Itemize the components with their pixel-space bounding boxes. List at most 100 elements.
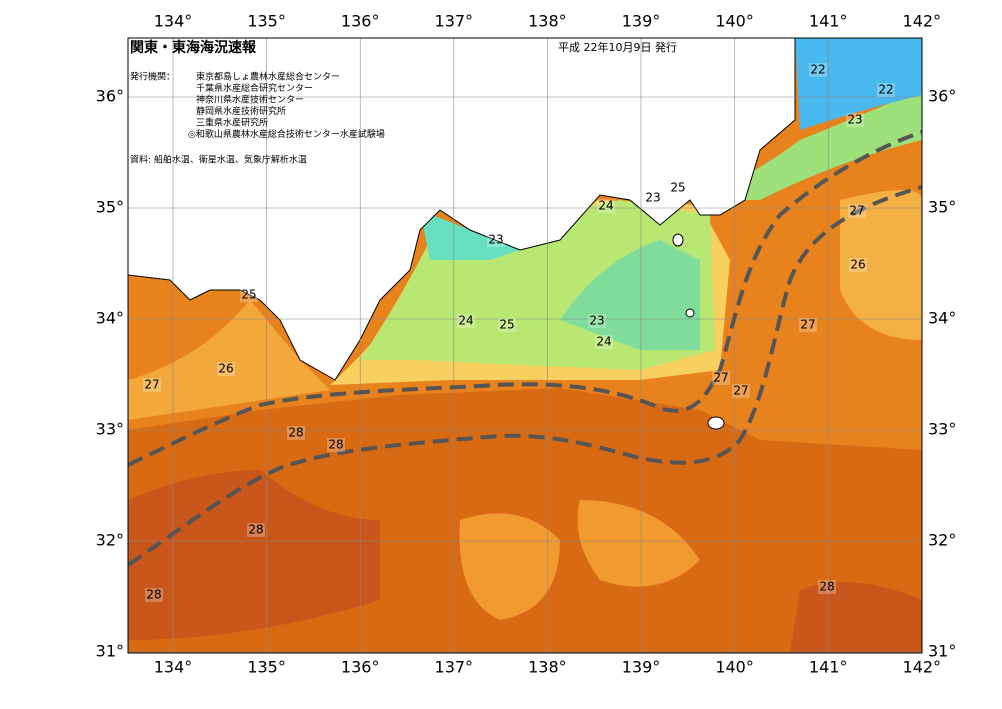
contour-label: 27 [849,204,864,218]
longitude-label: 141° [809,12,848,31]
contour-label-bg [457,314,475,328]
latitude-label: 33° [96,420,124,439]
title: 関東・東海海況速報 [130,39,257,56]
agency: 東京都島しょ農林水産総合センター [196,71,340,83]
contour-label: 25 [670,181,685,195]
longitude-label: 140° [715,12,754,31]
cool-patch [840,190,922,340]
contour-label: 28 [248,523,263,537]
contour-label: 28 [819,580,834,594]
ocean [128,38,922,653]
latitude-label: 34° [928,309,956,328]
land [128,38,796,381]
longitude-label: 134° [154,658,193,677]
contour-label-bg [595,335,613,349]
contour-label-bg [669,181,687,195]
contour-label-bg [247,523,265,537]
map-frame [127,37,923,654]
longitude-label: 137° [435,12,474,31]
cool-patch [459,513,560,620]
kuroshio-axis [128,185,922,567]
contour-label-bg [818,580,836,594]
agency: 千葉県水産総合研究センター [196,82,313,94]
contour-label-bg [217,362,235,376]
contour-label-bg [143,378,161,392]
longitude-label: 140° [715,658,754,677]
contour-label-bg [846,113,864,127]
contour-label: 22 [878,83,893,97]
longitude-label: 135° [247,12,286,31]
contour-label: 23 [589,314,604,328]
cold-zone [560,240,700,350]
latitude-label: 34° [96,309,124,328]
contour-label: 28 [288,426,303,440]
contour-label-bg [240,288,258,302]
latitude-label: 31° [96,642,124,661]
contour-label-bg [327,438,345,452]
contour-label: 23 [488,233,503,247]
contour-label-bg [732,384,750,398]
longitude-label: 137° [435,658,474,677]
longitude-label: 138° [528,12,567,31]
agency: 三重県水産研究所 [196,117,268,129]
latitude-label: 35° [928,198,956,217]
contour-label: 28 [146,588,161,602]
island [672,233,684,247]
contour-label-bg [877,83,895,97]
cold-zone [795,38,922,130]
contour-label: 22 [810,63,825,77]
kuroshio-axis [128,130,922,467]
contour-label-bg [849,258,867,272]
contour-label: 27 [713,371,728,385]
contour-label: 26 [218,362,233,376]
contour-label: 25 [499,318,514,332]
contour-label: 28 [328,438,343,452]
agency: 神奈川県水産技術センター [196,94,304,106]
contour-label-bg [145,588,163,602]
latitude-label: 36° [928,87,956,106]
contour-label: 27 [144,378,159,392]
cold-zone [700,90,922,200]
labels: 東京都島しょ農林水産総合センター千葉県水産総合研究センター神奈川県水産技術センタ… [96,12,957,677]
warm-core [790,582,922,653]
contour-label-bg [809,63,827,77]
longitude-label: 139° [622,12,661,31]
contour-label-bg [597,199,615,213]
publisher-label: 発行機関： [130,71,175,83]
contour-label: 23 [847,113,862,127]
longitude-label: 139° [622,658,661,677]
longitude-label: 141° [809,658,848,677]
latitude-label: 33° [928,420,956,439]
contour-label-bg [644,191,662,205]
contour-label: 23 [645,191,660,205]
contour-label: 26 [850,258,865,272]
longitude-label: 134° [154,12,193,31]
longitude-label: 136° [341,12,380,31]
cold-zone [420,210,520,260]
longitude-label: 135° [247,658,286,677]
contour-label: 24 [458,314,473,328]
cool-patch [577,500,700,587]
latitude-label: 35° [96,198,124,217]
longitude-label: 142° [903,12,942,31]
data-source: 資料: 船舶水温、衛星水温、気象庁解析水温 [130,154,307,166]
agency: ◎和歌山県農林水産総合技術センター水産試験場 [188,128,385,140]
contour-label-bg [712,371,730,385]
contour-label: 25 [241,288,256,302]
warm-core [128,470,380,640]
contour-label-bg [848,204,866,218]
contour-label-bg [498,318,516,332]
island [707,416,725,430]
agency: 静岡県水産技術研究所 [196,105,286,117]
contour-label: 24 [596,335,611,349]
contour-label: 24 [598,199,613,213]
latitude-label: 32° [96,531,124,550]
contour-label: 27 [800,318,815,332]
longitude-label: 136° [341,658,380,677]
contour-label: 27 [733,384,748,398]
latitude-label: 32° [928,531,956,550]
contour-label-bg [487,233,505,247]
contour-label-bg [287,426,305,440]
